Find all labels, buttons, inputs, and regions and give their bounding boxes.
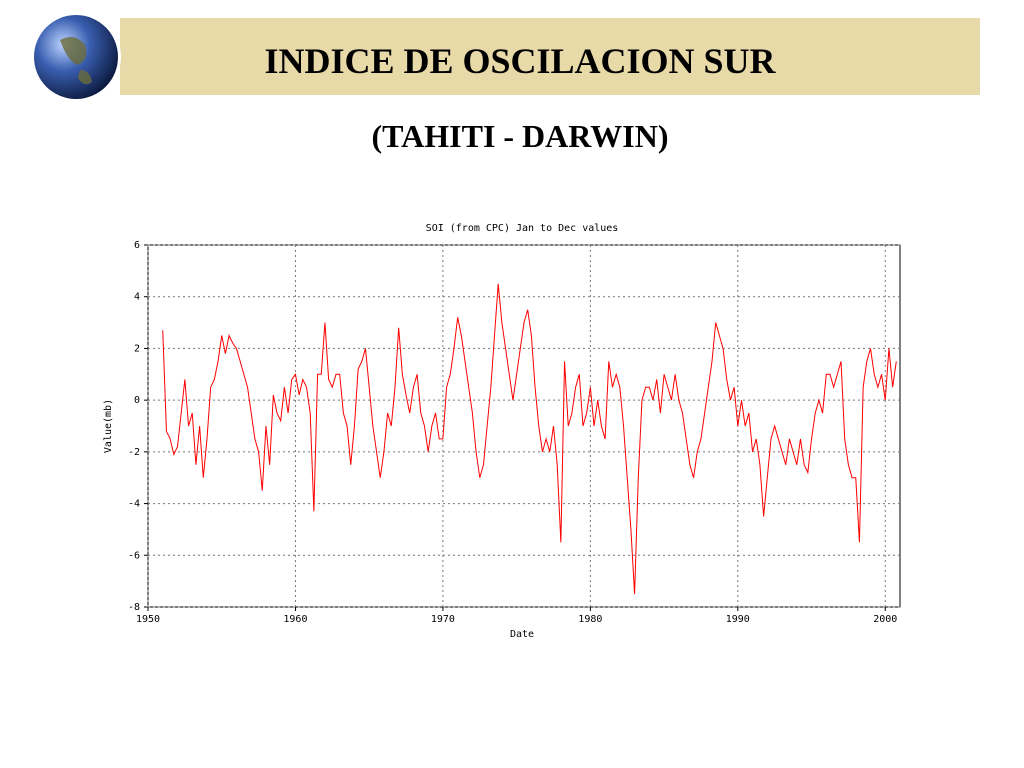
x-tick-label: 1970 [431, 614, 455, 625]
y-tick-label: -4 [128, 499, 140, 510]
y-tick-label: 2 [134, 343, 140, 354]
chart-title: SOI (from CPC) Jan to Dec values [426, 223, 619, 234]
soi-line [162, 283, 897, 595]
y-tick-label: 4 [134, 292, 140, 303]
banner [120, 18, 980, 95]
y-tick-label: -2 [128, 447, 140, 458]
x-tick-label: 1990 [726, 614, 750, 625]
x-axis-label: Date [510, 629, 534, 640]
x-tick-label: 1980 [578, 614, 602, 625]
plot-frame [147, 244, 901, 608]
y-axis-label: Value(mb) [103, 399, 114, 453]
y-tick-label: -8 [128, 602, 140, 613]
y-tick-label: 6 [134, 240, 140, 251]
x-tick-label: 2000 [873, 614, 897, 625]
x-tick-label: 1960 [283, 614, 307, 625]
x-tick-label: 1950 [136, 614, 160, 625]
slide-title: INDICE DE OSCILACION SUR [264, 41, 776, 81]
globe-icon [31, 12, 121, 102]
slide-subtitle: (TAHITI - DARWIN) [371, 118, 669, 154]
y-tick-label: 0 [134, 395, 140, 406]
y-tick-label: -6 [128, 550, 140, 561]
